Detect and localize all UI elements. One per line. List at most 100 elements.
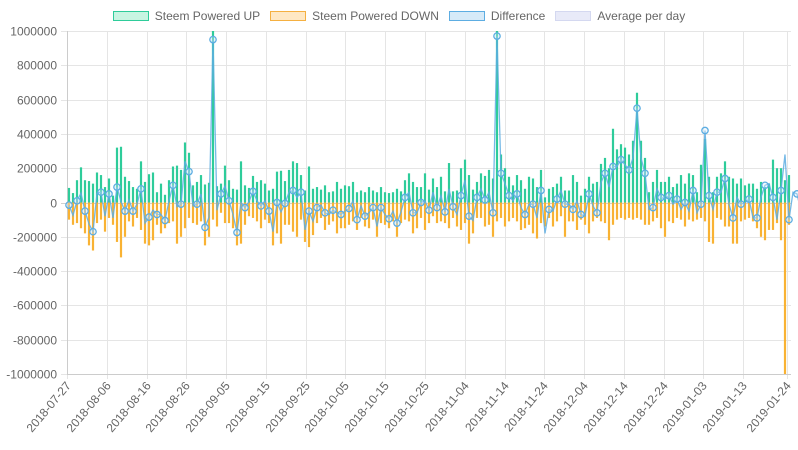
bar-down <box>219 202 223 213</box>
bar-down <box>683 202 687 227</box>
bar-down <box>439 202 443 222</box>
bar-up <box>631 140 635 203</box>
y-tick-label: 0 <box>50 197 57 211</box>
bar-up <box>643 157 647 203</box>
bars-steem-powered-up <box>67 31 791 203</box>
bar-up <box>515 175 519 203</box>
bar-down <box>731 202 735 244</box>
bar-down <box>443 202 447 224</box>
bar-up <box>191 185 195 203</box>
difference-point <box>737 200 745 209</box>
difference-point <box>249 187 257 196</box>
bar-down <box>703 202 707 222</box>
bar-up <box>83 180 87 203</box>
bar-up <box>771 159 775 203</box>
bar-up <box>623 147 627 203</box>
bar-up <box>91 183 95 203</box>
difference-point <box>393 219 401 227</box>
bar-down <box>187 202 191 218</box>
y-tick-label: 400000 <box>17 128 57 142</box>
bar-down <box>503 202 507 227</box>
bar-down <box>359 202 363 218</box>
bar-down <box>403 202 407 220</box>
bar-down <box>607 202 611 241</box>
legend-item-steem-powered-up[interactable]: Steem Powered UP <box>112 9 260 23</box>
bar-down <box>667 202 671 222</box>
difference-point <box>185 167 193 176</box>
bar-up <box>379 187 383 203</box>
bar-down <box>635 202 639 218</box>
difference-point <box>369 203 377 212</box>
bar-down <box>151 202 155 241</box>
bar-down <box>627 202 631 218</box>
bar-up <box>447 163 451 203</box>
difference-point <box>409 208 417 217</box>
bar-down <box>331 202 335 222</box>
bar-up <box>439 176 443 203</box>
difference-point <box>241 203 249 212</box>
bar-up <box>231 188 235 203</box>
bar-down <box>615 202 619 220</box>
bar-up <box>595 181 599 203</box>
bar-down <box>311 202 315 236</box>
difference-point <box>601 169 609 178</box>
bar-up <box>703 139 707 203</box>
bar-up <box>531 178 535 203</box>
bar-down <box>655 202 659 218</box>
bar-up <box>787 175 791 203</box>
bar-down <box>571 202 575 222</box>
bar-down <box>367 202 371 229</box>
bar-up <box>123 176 127 203</box>
bar-up <box>519 180 523 203</box>
y-tick-label: -800000 <box>13 334 57 348</box>
bar-down <box>171 202 175 222</box>
legend-item-average-per-day[interactable]: Average per day <box>555 9 685 23</box>
bar-up <box>679 175 683 203</box>
bar-up <box>763 187 767 203</box>
bar-up <box>227 180 231 203</box>
bar-up <box>639 140 643 203</box>
difference-point <box>337 210 345 219</box>
bar-down <box>591 202 595 222</box>
bar-up <box>783 180 787 203</box>
bar-up <box>619 144 623 203</box>
bar-up <box>407 173 411 203</box>
legend-item-difference[interactable]: Difference <box>448 9 546 23</box>
difference-point <box>729 214 737 222</box>
bar-down <box>411 202 415 234</box>
y-axis-ticks: 1000000 800000 600000 400000 200000 0 -200000 -… <box>6 25 57 382</box>
difference-point <box>169 181 177 190</box>
bar-up <box>475 181 479 203</box>
legend-label: Difference <box>490 9 546 23</box>
bar-down <box>487 202 491 225</box>
difference-point <box>493 32 501 40</box>
bar-down <box>179 202 183 237</box>
bar-up <box>251 175 255 203</box>
bar-up <box>267 190 271 203</box>
bar-up <box>571 175 575 203</box>
bar-up <box>575 181 579 203</box>
bar-down <box>515 202 519 222</box>
bar-down <box>347 202 351 225</box>
bar-down <box>375 202 379 237</box>
bar-up <box>455 190 459 203</box>
bar-up <box>467 175 471 203</box>
bar-down <box>183 202 187 229</box>
difference-point <box>641 169 649 178</box>
bar-up <box>547 188 551 203</box>
difference-point <box>121 207 129 215</box>
bar-up <box>367 187 371 203</box>
difference-point <box>417 198 425 207</box>
bar-down <box>783 202 787 374</box>
chart-legend: Steem Powered UP Steem Powered DOWN Differ… <box>0 6 798 26</box>
legend-item-steem-powered-down[interactable]: Steem Powered DOWN <box>270 9 439 23</box>
bar-up <box>551 187 555 203</box>
difference-point <box>553 195 561 203</box>
bar-up <box>615 149 619 203</box>
difference-point <box>489 208 497 217</box>
bar-down <box>119 202 123 258</box>
bar-up <box>255 181 259 203</box>
difference-point <box>753 214 761 222</box>
bar-up <box>611 128 615 203</box>
bar-down <box>419 202 423 218</box>
